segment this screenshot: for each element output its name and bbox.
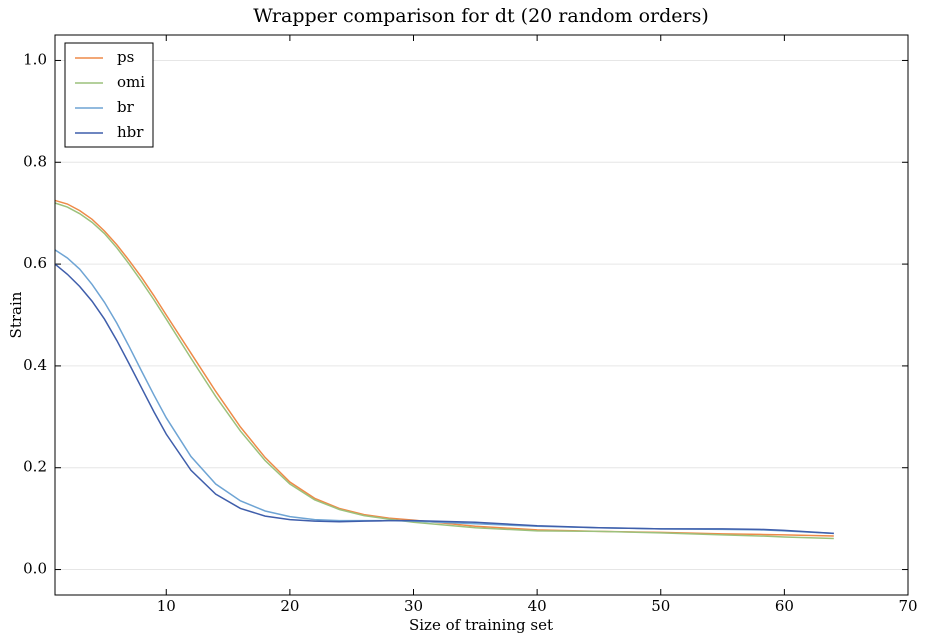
legend-label: ps	[117, 48, 134, 66]
plot-frame	[54, 34, 909, 596]
x-tick-label: 30	[404, 597, 423, 615]
y-tick-label: 0.8	[23, 152, 47, 170]
x-tick-label: 40	[528, 597, 547, 615]
line-series	[54, 263, 834, 535]
y-tick-label: 0.4	[23, 356, 47, 374]
y-tick-label: 0.2	[23, 458, 47, 476]
x-tick-label: 70	[898, 597, 917, 615]
legend-label: br	[117, 98, 135, 116]
legend-label: hbr	[117, 123, 144, 141]
line-series	[54, 249, 834, 535]
line-series	[54, 199, 834, 537]
x-tick-label: 10	[157, 597, 176, 615]
y-tick-label: 1.0	[23, 50, 47, 68]
y-tick-label: 0.0	[23, 560, 47, 578]
chart-title: Wrapper comparison for dt (20 random ord…	[253, 5, 709, 27]
x-tick-label: 20	[280, 597, 299, 615]
x-tick-label: 50	[651, 597, 670, 615]
x-axis-label: Size of training set	[409, 616, 553, 634]
legend-box	[64, 42, 154, 148]
x-tick-label: 60	[775, 597, 794, 615]
line-series	[54, 202, 834, 540]
y-tick-label: 0.6	[23, 254, 47, 272]
legend-label: omi	[117, 73, 145, 91]
y-axis-label: Strain	[7, 291, 25, 338]
